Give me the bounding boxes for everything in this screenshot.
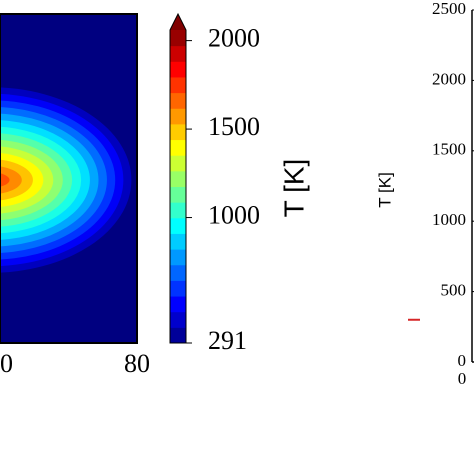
colorbar-band	[170, 217, 186, 234]
colorbar-band	[170, 76, 186, 94]
colorbar-band	[170, 296, 186, 313]
colorbar-band	[170, 311, 186, 328]
colorbar-band	[170, 327, 186, 344]
colorbar-band	[170, 186, 186, 203]
colorbar-band	[170, 108, 186, 125]
colorbar-band	[170, 45, 186, 62]
colorbar-band	[170, 249, 186, 266]
y-tick-label: 1500	[432, 140, 466, 159]
colorbar-band	[170, 233, 186, 250]
colorbar-band	[170, 202, 186, 219]
colorbar-band	[170, 61, 186, 78]
colorbar-band	[170, 155, 186, 172]
y-tick-label: 2500	[432, 0, 466, 18]
y-axis-label: T [K]	[375, 172, 394, 208]
colorbar-band	[170, 123, 186, 141]
colorbar-extension	[170, 14, 186, 30]
x-tick-label: 80	[124, 349, 150, 378]
colorbar-band	[170, 30, 186, 47]
y-tick-label: 1000	[432, 210, 466, 229]
y-tick-label: 0	[458, 351, 467, 370]
colorbar-frame	[169, 12, 187, 344]
plot-frame	[0, 13, 138, 344]
y-tick-label: 500	[441, 281, 467, 300]
colorbar: 291 1000 1500 2000	[169, 12, 260, 355]
colorbar-tick-label: 2000	[208, 24, 260, 53]
x-tick-label: 0	[458, 369, 467, 388]
colorbar-tick-label: 291	[208, 326, 247, 355]
colorbar-band	[170, 170, 186, 187]
contour-level	[0, 173, 10, 187]
colorbar-band	[170, 139, 186, 156]
colorbar-tick-label: 1500	[208, 112, 260, 141]
contour-level	[0, 166, 22, 194]
colorbar-label: T [K]	[278, 159, 309, 218]
colorbar-tick-label: 1000	[208, 201, 260, 230]
y-tick-label: 2000	[432, 69, 466, 88]
colorbar-band	[170, 92, 186, 109]
colorbar-band	[170, 280, 186, 297]
contour-plot	[0, 14, 137, 343]
colorbar-band	[170, 264, 186, 281]
x-tick-label: 50	[0, 349, 13, 378]
